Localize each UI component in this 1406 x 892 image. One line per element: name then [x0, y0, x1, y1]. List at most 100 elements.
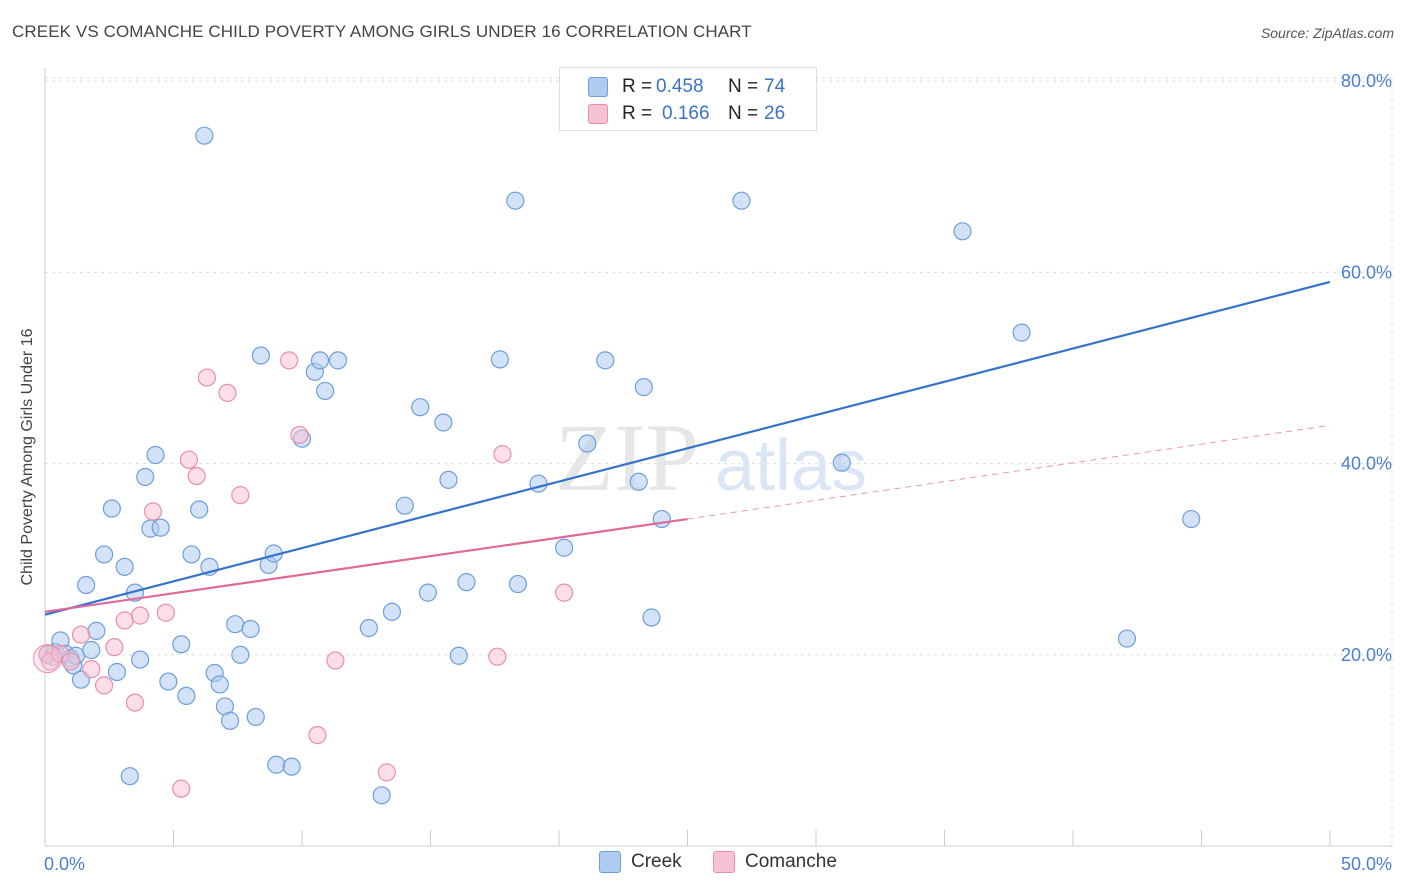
creek-legend-label: Creek: [631, 851, 682, 872]
creek-point: [652, 509, 671, 529]
creek-point: [372, 786, 391, 805]
creek-point: [382, 602, 402, 621]
n-label: N =: [728, 76, 759, 97]
comanche-point: [493, 444, 512, 464]
creek-point: [449, 646, 468, 665]
chart-title: CREEK VS COMANCHE CHILD POVERTY AMONG GI…: [12, 22, 752, 41]
creek-point: [190, 500, 209, 519]
correlation-legend: R = 0.458 N = 74 R = 0.166 N = 26: [559, 67, 817, 131]
creek-point: [642, 608, 661, 627]
creek-point: [395, 496, 414, 515]
comanche-point: [290, 425, 309, 445]
trend-layer: [44, 280, 1331, 616]
creek-point: [457, 573, 476, 592]
x-tick-label: 0.0%: [44, 854, 85, 874]
creek-point: [316, 381, 335, 401]
comanche-legend-label: Comanche: [745, 851, 837, 872]
comanche-point: [218, 383, 237, 402]
r-label: R =: [622, 103, 653, 124]
comanche-point: [71, 625, 91, 644]
creek-point: [1182, 509, 1201, 529]
comanche-point: [115, 611, 134, 630]
creek-point: [732, 191, 751, 210]
creek-point: [146, 445, 165, 465]
creek-point: [953, 222, 972, 241]
comanche-point: [197, 368, 217, 387]
comanche-point: [143, 502, 163, 521]
x-tick-label: 50.0%: [1341, 854, 1392, 874]
creek-point: [506, 191, 525, 210]
points-layer: [33, 89, 1201, 805]
creek-point: [282, 757, 301, 776]
creek-point: [115, 557, 134, 576]
creek-trend-line: [44, 280, 1331, 616]
comanche-point: [156, 603, 175, 622]
creek-point: [177, 686, 196, 706]
comanche-point: [488, 647, 507, 666]
watermark-zip: ZIP: [555, 404, 699, 511]
axis-layer: [44, 68, 1392, 847]
creek-point: [578, 434, 597, 453]
creek-point: [418, 583, 438, 602]
r-label: R =: [622, 76, 653, 97]
comanche-point: [82, 660, 101, 679]
creek-point: [359, 618, 378, 638]
legend-row-creek: R = 0.458 N = 74: [588, 74, 785, 100]
creek-point: [102, 499, 121, 518]
comanche-point: [105, 638, 124, 657]
comanche-legend-swatch: [713, 851, 735, 873]
creek-point: [529, 474, 548, 493]
creek-point: [634, 378, 653, 397]
creek-point: [251, 346, 270, 365]
creek-point: [95, 545, 114, 564]
y-tick-label: 40.0%: [1341, 454, 1392, 474]
creek-point: [555, 538, 574, 557]
n-label: N =: [728, 103, 759, 124]
comanche-point: [172, 779, 191, 798]
creek-point: [411, 398, 430, 417]
y-tick-label: 60.0%: [1341, 262, 1392, 282]
legend-row-comanche: R = 0.166 N = 26: [588, 101, 785, 127]
creek-point: [490, 350, 509, 369]
source-label: Source: ZipAtlas.com: [1260, 25, 1394, 41]
comanche-point: [308, 726, 327, 745]
creek-point: [596, 351, 615, 370]
legend-comanche: Comanche: [713, 851, 837, 873]
creek-point: [629, 472, 648, 491]
comanche-swatch: [588, 104, 608, 124]
creek-point: [77, 575, 96, 595]
creek-point: [267, 755, 286, 774]
creek-point: [241, 619, 260, 639]
creek-point: [310, 351, 330, 370]
creek-point: [130, 650, 150, 669]
comanche-point: [179, 450, 199, 469]
creek-point: [226, 615, 245, 634]
comanche-point: [555, 583, 574, 602]
creek-point: [1117, 629, 1137, 648]
creek-point: [82, 640, 101, 660]
creek-point: [151, 518, 170, 537]
r-value: 0.166: [662, 103, 710, 124]
comanche-point: [231, 486, 250, 505]
tick-labels: 20.0% 40.0% 60.0% 80.0% 0.0% 50.0%: [44, 71, 1392, 874]
comanche-point: [280, 351, 299, 370]
y-tick-label: 80.0%: [1341, 71, 1392, 91]
y-tick-label: 20.0%: [1341, 645, 1392, 665]
creek-point: [195, 126, 214, 145]
creek-point: [328, 351, 348, 370]
comanche-trend-line: [44, 517, 688, 613]
comanche-trend-extension: [687, 424, 1331, 520]
creek-point: [434, 413, 453, 432]
creek-point: [246, 707, 265, 727]
creek-point: [1012, 323, 1031, 342]
creek-swatch: [588, 77, 608, 97]
comanche-point: [326, 651, 345, 670]
grid-layer: [45, 77, 1393, 845]
n-value: 26: [764, 103, 786, 124]
creek-point: [120, 767, 139, 786]
creek-point: [832, 453, 851, 472]
creek-point: [182, 545, 201, 564]
comanche-point: [61, 652, 80, 671]
comanche-point: [187, 466, 206, 486]
